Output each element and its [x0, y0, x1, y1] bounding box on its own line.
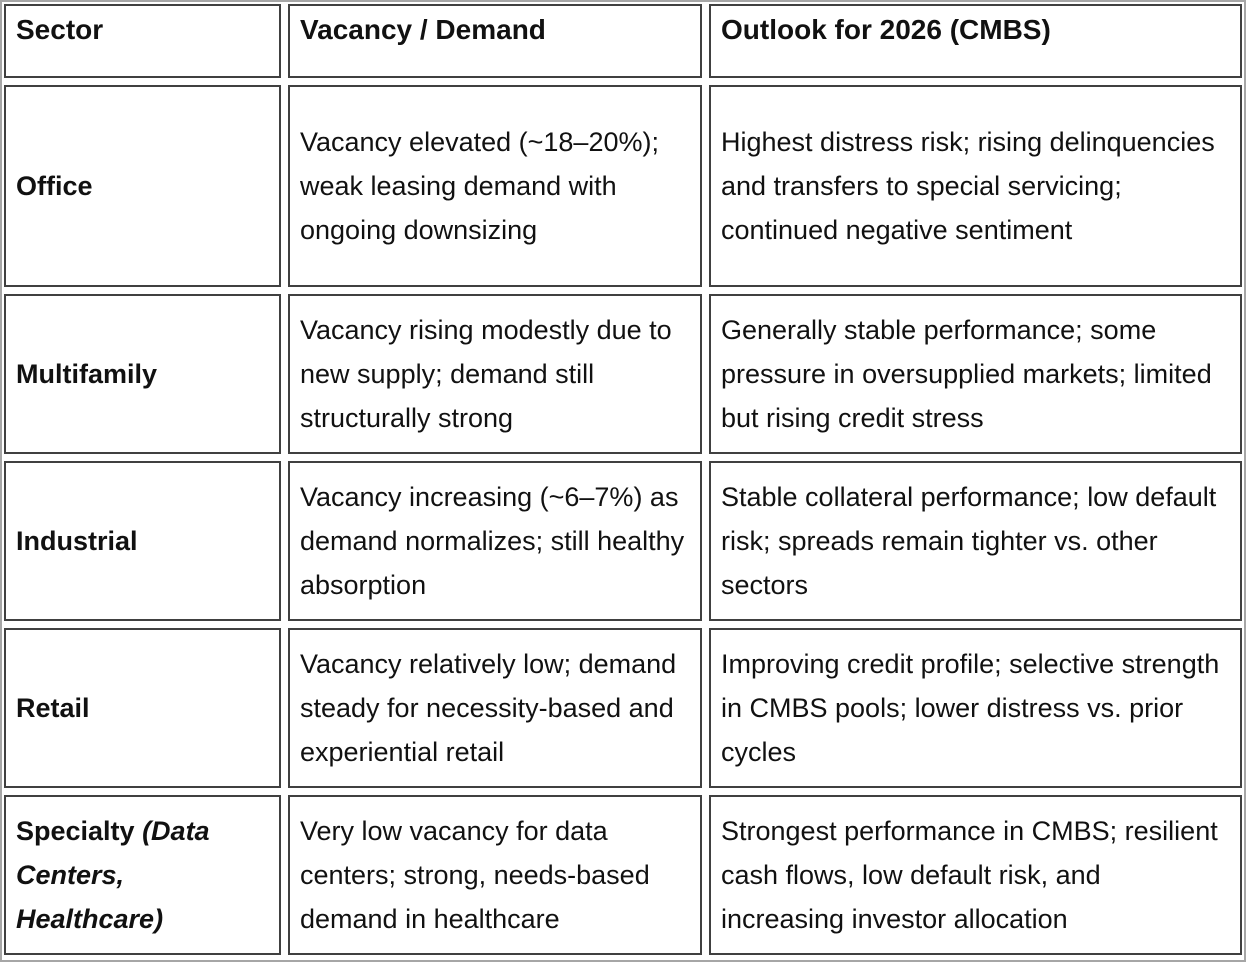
sector-cell: Industrial [4, 461, 281, 621]
sector-label-italic: (Data Centers, Healthcare) [16, 816, 210, 934]
table-row-retail: Retail Vacancy relatively low; demand st… [4, 628, 1242, 788]
table-row-specialty: Specialty (Data Centers, Healthcare) Ver… [4, 795, 1242, 955]
sector-cell: Multifamily [4, 294, 281, 454]
table-row-office: Office Vacancy elevated (~18–20%); weak … [4, 85, 1242, 287]
outlook-cell: Generally stable performance; some press… [709, 294, 1242, 454]
sector-label: Office [16, 171, 93, 201]
header-cell-outlook-2026: Outlook for 2026 (CMBS) [709, 4, 1242, 78]
vacancy-demand-cell: Vacancy rising modestly due to new suppl… [288, 294, 702, 454]
table-row-industrial: Industrial Vacancy increasing (~6–7%) as… [4, 461, 1242, 621]
outlook-cell: Highest distress risk; rising delinquenc… [709, 85, 1242, 287]
sector-cell: Retail [4, 628, 281, 788]
sector-label: Specialty [16, 816, 143, 846]
sector-label: Retail [16, 693, 90, 723]
sector-label: Industrial [16, 526, 138, 556]
outlook-cell: Improving credit profile; selective stre… [709, 628, 1242, 788]
vacancy-demand-cell: Vacancy elevated (~18–20%); weak leasing… [288, 85, 702, 287]
table-row-multifamily: Multifamily Vacancy rising modestly due … [4, 294, 1242, 454]
vacancy-demand-cell: Vacancy relatively low; demand steady fo… [288, 628, 702, 788]
vacancy-demand-cell: Vacancy increasing (~6–7%) as demand nor… [288, 461, 702, 621]
header-cell-sector: Sector [4, 4, 281, 78]
outlook-cell: Stable collateral performance; low defau… [709, 461, 1242, 621]
sector-cell: Specialty (Data Centers, Healthcare) [4, 795, 281, 955]
header-row: Sector Vacancy / Demand Outlook for 2026… [4, 4, 1242, 78]
outlook-cell: Strongest performance in CMBS; resilient… [709, 795, 1242, 955]
header-cell-vacancy-demand: Vacancy / Demand [288, 4, 702, 78]
vacancy-demand-cell: Very low vacancy for data centers; stron… [288, 795, 702, 955]
sector-cell: Office [4, 85, 281, 287]
sector-label: Multifamily [16, 359, 158, 389]
